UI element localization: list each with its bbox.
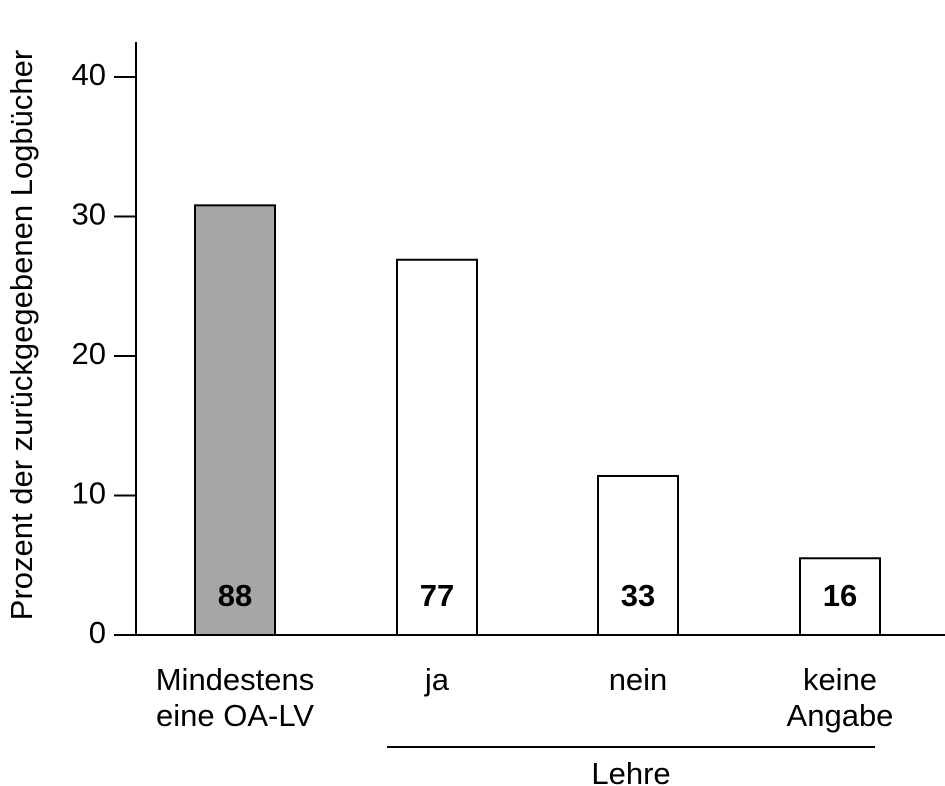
x-axis: Mindestens eine OA-LV ja nein keine Angabe (136, 634, 945, 733)
x-category-label-line: eine OA-LV (156, 698, 314, 733)
bar-value-label: 33 (621, 578, 655, 613)
y-axis-title: Prozent der zurückgegebenen Logbücher (4, 50, 39, 620)
bar (799, 557, 881, 637)
y-axis: 0 10 20 30 40 (72, 42, 137, 650)
bars: 88 77 33 16 (194, 204, 881, 637)
x-category-label: Mindestens eine OA-LV (156, 662, 315, 733)
x-category-label: keine Angabe (787, 662, 894, 733)
bar-value-label: 77 (420, 578, 454, 613)
y-tick-label: 10 (72, 476, 106, 511)
x-category-label-line: nein (609, 662, 668, 697)
bar (194, 204, 276, 636)
x-category-label-line: ja (424, 662, 450, 697)
x-category-label-line: Angabe (787, 698, 894, 733)
group-bracket: Lehre (387, 746, 875, 786)
x-category-label: nein (609, 662, 668, 697)
x-category-label-line: Mindestens (156, 662, 315, 697)
y-tick-label: 20 (72, 336, 106, 371)
y-tick-label: 0 (89, 615, 106, 650)
y-tick-label: 40 (72, 57, 106, 92)
bar-value-label: 16 (823, 578, 857, 613)
bar-value-label: 88 (218, 578, 252, 613)
x-category-label-line: keine (803, 662, 877, 697)
group-label: Lehre (591, 756, 670, 786)
bar (597, 474, 679, 636)
y-tick-label: 30 (72, 197, 106, 232)
x-category-label: ja (424, 662, 450, 697)
